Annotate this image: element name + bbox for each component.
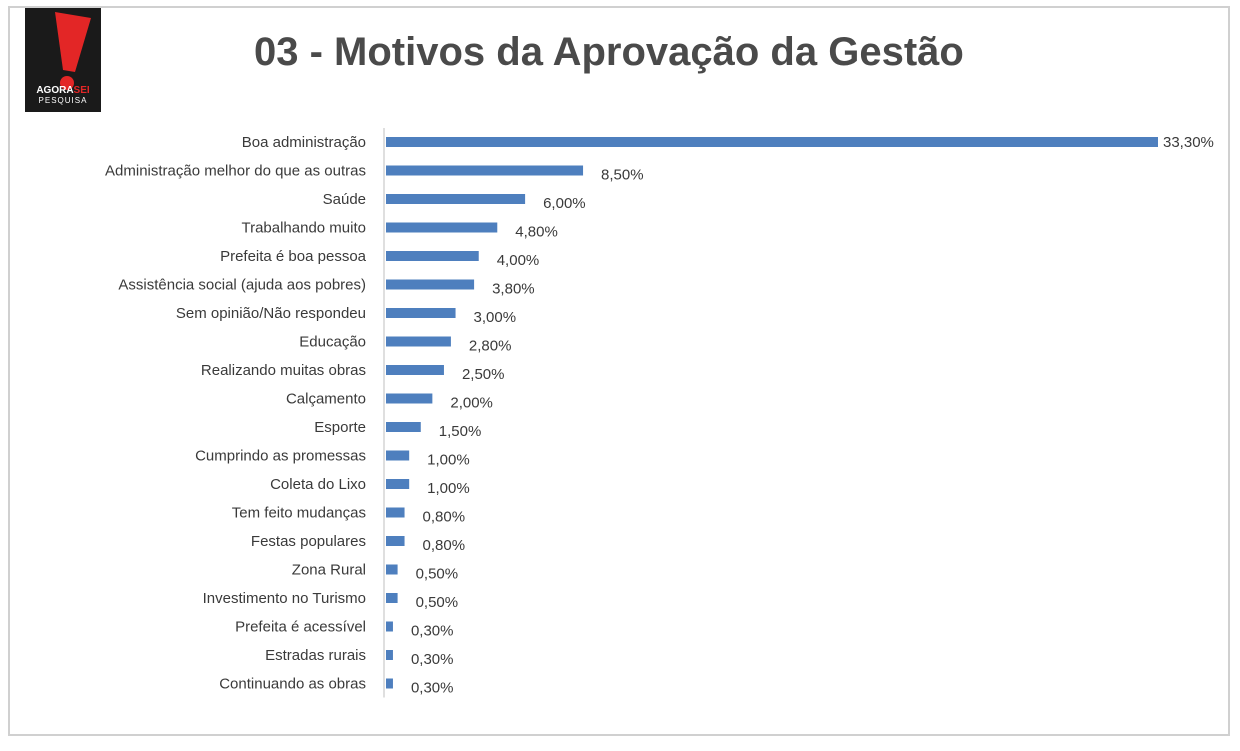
logo-text-accent: SEI [73, 85, 90, 96]
category-label: Estradas rurais [265, 647, 366, 664]
value-label: 1,00% [427, 452, 470, 469]
category-label: Coleta do Lixo [270, 476, 366, 493]
bar [386, 194, 526, 204]
value-label: 1,50% [439, 423, 482, 440]
chart-title: 03 - Motivos da Aprovação da Gestão [254, 30, 964, 74]
category-label: Investimento no Turismo [203, 590, 366, 607]
category-label: Continuando as obras [219, 676, 366, 693]
value-label: 8,50% [601, 167, 644, 184]
category-label: Assistência social (ajuda aos pobres) [118, 277, 366, 294]
bar [386, 593, 398, 603]
category-label: Saúde [323, 191, 366, 208]
logo-text-sub: PESQUISA [38, 96, 88, 105]
bar [386, 308, 456, 318]
bar [386, 564, 398, 575]
category-label: Tem feito mudanças [232, 505, 366, 522]
category-label: Cumprindo as promessas [195, 448, 366, 465]
bar [386, 507, 405, 518]
agora-sei-logo [25, 8, 101, 112]
bar [386, 251, 479, 261]
value-label: 0,30% [411, 680, 454, 697]
bar [386, 393, 433, 404]
value-label: 4,80% [515, 224, 558, 241]
category-label: Zona Rural [292, 562, 366, 579]
chart-frame [8, 6, 1230, 736]
value-label: 6,00% [543, 195, 586, 212]
category-label: Trabalhando muito [241, 220, 366, 237]
value-label: 0,50% [416, 566, 459, 583]
bar [386, 678, 393, 689]
bar [386, 222, 498, 233]
value-label: 0,30% [411, 623, 454, 640]
value-label: 4,00% [497, 252, 540, 269]
bar [386, 422, 421, 432]
bar [386, 165, 584, 176]
value-label: 1,00% [427, 480, 470, 497]
value-label: 2,80% [469, 338, 512, 355]
value-label: 3,00% [474, 309, 517, 326]
category-label: Prefeita é acessível [235, 619, 366, 636]
category-label: Boa administração [242, 134, 366, 151]
bar [386, 536, 405, 546]
category-label: Realizando muitas obras [201, 362, 366, 379]
value-label: 0,80% [423, 537, 466, 554]
value-label: 0,30% [411, 651, 454, 668]
bar [386, 621, 393, 632]
bar [386, 650, 393, 660]
bar [386, 336, 451, 347]
category-label: Prefeita é boa pessoa [220, 248, 367, 265]
bar [386, 365, 444, 375]
value-label: 2,00% [450, 395, 493, 412]
value-label: 33,30% [1163, 134, 1214, 151]
category-label: Calçamento [286, 391, 366, 408]
value-label: 0,80% [423, 509, 466, 526]
bar [386, 479, 410, 489]
logo-text-main: AGORA [36, 85, 74, 96]
value-label: 0,50% [416, 594, 459, 611]
bar [386, 450, 410, 461]
value-label: 2,50% [462, 366, 505, 383]
logo-text: AGORASEI PESQUISA [25, 86, 101, 105]
value-label: 3,80% [492, 281, 535, 298]
category-label: Esporte [314, 419, 366, 436]
category-label: Sem opinião/Não respondeu [176, 305, 366, 322]
bar [386, 137, 1158, 147]
category-label: Educação [299, 334, 366, 351]
category-label: Administração melhor do que as outras [105, 163, 366, 180]
bar [386, 279, 475, 290]
category-label: Festas populares [251, 533, 366, 550]
